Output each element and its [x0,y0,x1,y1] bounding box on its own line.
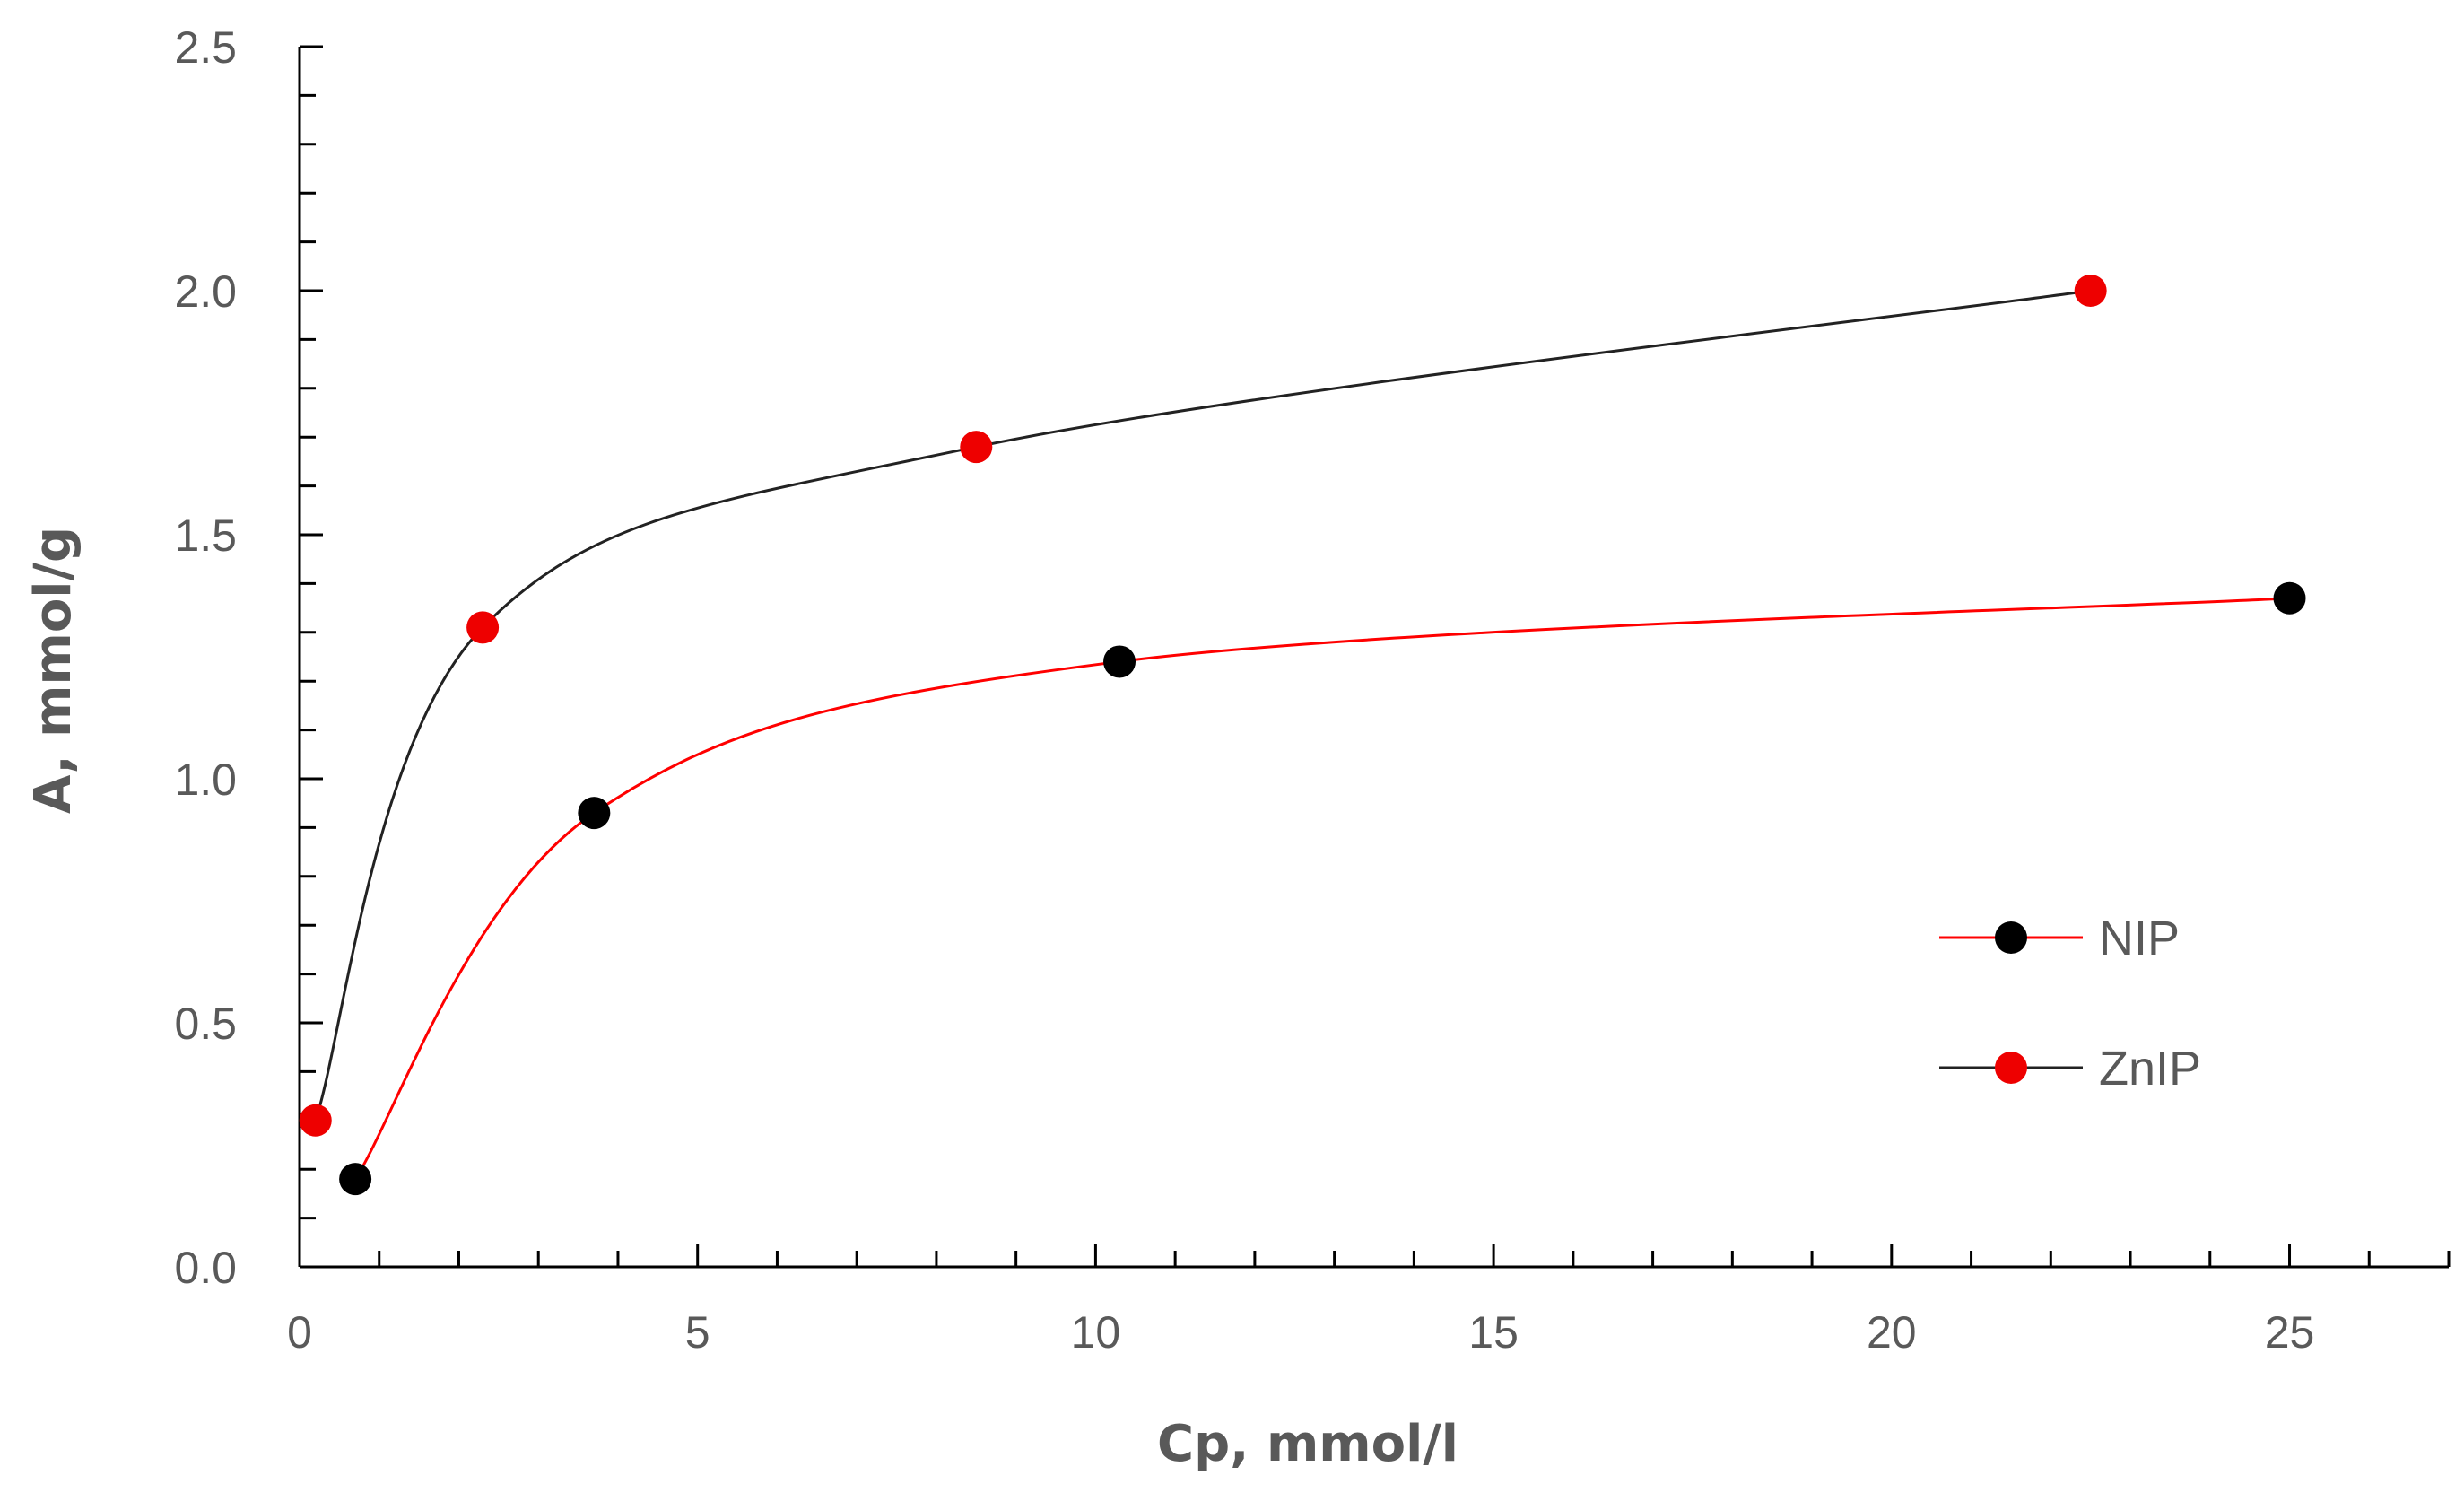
legend-marker-znip [1995,1052,2027,1084]
y-tick-label: 0.0 [174,1243,237,1293]
y-tick-label: 1.5 [174,511,237,561]
legend-entry-znip: ZnIP [1939,1042,2201,1095]
legend: NIP ZnIP [1939,912,2201,1095]
legend-label-znip: ZnIP [2099,1042,2201,1095]
x-tick-label: 0 [287,1307,312,1357]
point-znip [960,431,993,464]
x-axis-title: Cp, mmol/l [1157,1415,1458,1473]
x-tick-label: 15 [1468,1307,1519,1357]
axes: 0 5 10 15 20 25 0.0 0.5 1.0 1.5 2.0 2.5 [174,22,2451,1357]
series-curves [314,289,2290,1180]
curve-znip [314,289,2091,1122]
x-tick-label: 20 [1867,1307,1917,1357]
point-nip [578,797,611,830]
legend-marker-nip [1995,921,2027,954]
point-znip [466,611,500,644]
x-tick-label: 5 [685,1307,710,1357]
legend-entry-nip: NIP [1939,912,2180,965]
series-markers [299,275,2306,1196]
point-nip [339,1163,372,1196]
y-tick-label: 2.5 [174,22,237,73]
x-tick-label: 10 [1071,1307,1121,1357]
point-znip [2074,275,2107,307]
point-nip [2273,581,2306,615]
y-tick-label: 0.5 [174,999,237,1049]
y-tick-label: 2.0 [174,266,237,317]
point-znip [299,1104,332,1137]
curve-nip [353,597,2290,1180]
legend-label-nip: NIP [2099,912,2180,965]
x-tick-label: 25 [2265,1307,2315,1357]
y-tick-label: 1.0 [174,755,237,805]
y-axis-title: A, mmol/g [24,527,83,814]
point-nip [1103,645,1136,678]
